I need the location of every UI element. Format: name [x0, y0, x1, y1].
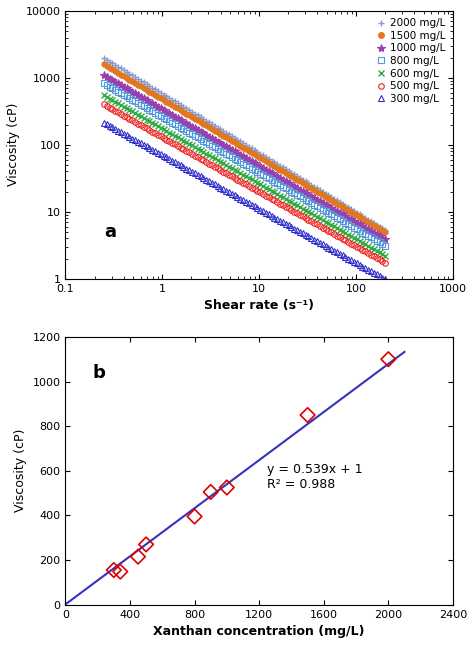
- Point: [117, 566, 124, 577]
- Point: [304, 410, 311, 420]
- X-axis label: Shear rate (s⁻¹): Shear rate (s⁻¹): [204, 299, 314, 312]
- Point: [207, 487, 215, 497]
- Text: b: b: [92, 364, 105, 382]
- Point: [110, 565, 118, 575]
- Point: [134, 551, 142, 562]
- Point: [384, 354, 392, 364]
- Text: a: a: [104, 223, 116, 241]
- Text: y = 0.539x + 1
R² = 0.988: y = 0.539x + 1 R² = 0.988: [267, 462, 363, 491]
- X-axis label: Xanthan concentration (mg/L): Xanthan concentration (mg/L): [154, 625, 365, 638]
- Y-axis label: Viscosity (cP): Viscosity (cP): [14, 429, 27, 513]
- Legend: 2000 mg/L, 1500 mg/L, 1000 mg/L, 800 mg/L, 600 mg/L, 500 mg/L, 300 mg/L: 2000 mg/L, 1500 mg/L, 1000 mg/L, 800 mg/…: [374, 16, 448, 106]
- Point: [223, 482, 231, 493]
- Point: [191, 511, 198, 522]
- Point: [142, 539, 150, 550]
- Y-axis label: Viscosity (cP): Viscosity (cP): [7, 103, 20, 186]
